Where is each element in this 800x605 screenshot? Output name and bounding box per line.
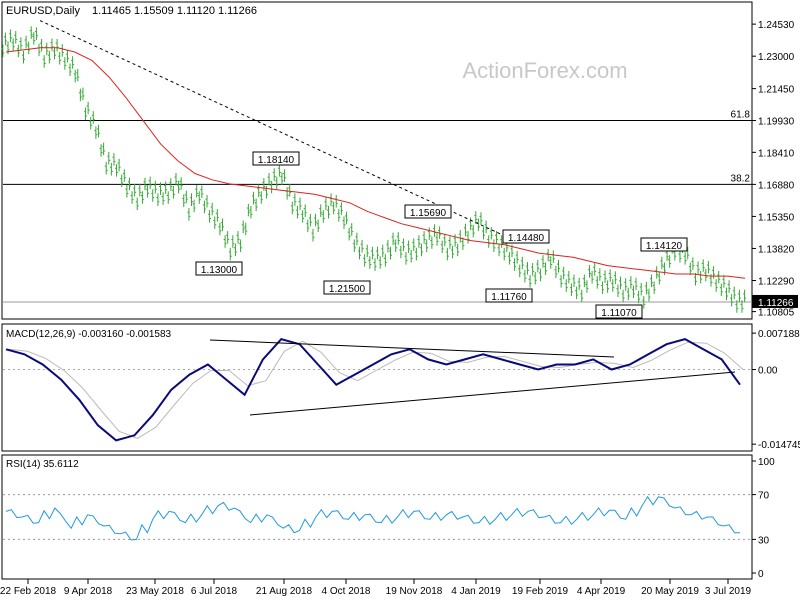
x-tick-label: 19 Feb 2019 bbox=[512, 586, 569, 597]
price-tick-label: 1.24530 bbox=[758, 20, 795, 31]
price-tick-label: 1.13820 bbox=[758, 244, 795, 255]
annotation-label: 1.14480 bbox=[508, 233, 545, 244]
rsi-tick-label: 0 bbox=[758, 569, 764, 580]
price-tick-label: 1.19930 bbox=[758, 116, 795, 127]
annotation-label: 1.13000 bbox=[201, 265, 238, 276]
annotation-box bbox=[595, 304, 643, 319]
x-tick-label: 23 May 2018 bbox=[126, 586, 184, 597]
x-tick-label: 6 Jul 2018 bbox=[191, 586, 238, 597]
macd-line bbox=[5, 337, 741, 442]
x-tick-label: 9 Apr 2018 bbox=[64, 586, 113, 597]
macd-panel-frame bbox=[1, 323, 753, 452]
macd-signal-line bbox=[8, 340, 744, 439]
price-tick-label: 1.18410 bbox=[758, 148, 795, 159]
axis-layer: 1.24530 1.23000 1.21450 1.19930 1.18410 1.168… bbox=[0, 20, 800, 597]
macd-layer bbox=[3, 337, 752, 442]
macd-title: MACD(12,26,9) -0.003160 -0.001583 bbox=[6, 329, 172, 340]
macd-tick-label: 0.007188 bbox=[758, 329, 800, 340]
annotation-box bbox=[640, 237, 688, 252]
x-tick-label: 3 Jul 2019 bbox=[705, 586, 752, 597]
annotation-label: 1.18140 bbox=[258, 155, 295, 166]
price-panel-frame bbox=[1, 1, 753, 320]
x-tick-label: 4 Jan 2019 bbox=[451, 586, 501, 597]
ma-line bbox=[5, 47, 746, 279]
annotation-label: 1.21500 bbox=[329, 284, 366, 295]
rsi-panel-frame bbox=[1, 454, 753, 580]
macd-tick-label: 0.00 bbox=[758, 366, 778, 377]
current-price-box bbox=[752, 294, 798, 308]
fib-label: 61.8 bbox=[731, 109, 751, 120]
annotation-box bbox=[323, 280, 371, 295]
macd-lower-trendline bbox=[249, 371, 736, 416]
fib-label: 38.2 bbox=[731, 173, 751, 184]
annotation-box bbox=[195, 261, 243, 276]
x-tick-label: 4 Oct 2018 bbox=[322, 586, 371, 597]
current-price-label: 1.11266 bbox=[758, 298, 794, 309]
price-tick-label: 1.12290 bbox=[758, 277, 795, 288]
rsi-tick-label: 100 bbox=[758, 457, 775, 468]
annotation-box bbox=[252, 151, 300, 166]
rsi-line bbox=[5, 495, 740, 541]
annotation-label: 1.11070 bbox=[601, 308, 637, 319]
x-tick-label: 21 Aug 2018 bbox=[256, 586, 313, 597]
annotation-label: 1.14120 bbox=[646, 241, 683, 252]
symbol-label: EURUSD,Daily bbox=[6, 5, 80, 17]
price-layer: 61.8 38.2 1.18140 1.13000 1.21500 1.15690 1.14… bbox=[1, 20, 752, 319]
price-tick-label: 1.23000 bbox=[758, 52, 795, 63]
rsi-layer bbox=[3, 494, 752, 541]
x-tick-label: 20 May 2019 bbox=[641, 586, 699, 597]
x-tick-label: 22 Feb 2018 bbox=[0, 586, 57, 597]
x-tick-label: 19 Nov 2018 bbox=[386, 586, 443, 597]
rsi-title: RSI(14) 35.6112 bbox=[6, 459, 79, 470]
x-tick-label: 4 Apr 2019 bbox=[577, 586, 626, 597]
annotation-box bbox=[485, 288, 533, 303]
macd-upper-trendline bbox=[209, 339, 615, 358]
annotation-box bbox=[502, 229, 550, 244]
ohlc-label: 1.11465 1.15509 1.11120 1.11266 bbox=[92, 5, 257, 17]
rsi-tick-label: 30 bbox=[758, 535, 770, 546]
annotation-box bbox=[404, 204, 452, 219]
price-trendline bbox=[39, 20, 511, 239]
annotation-label: 1.15690 bbox=[410, 208, 447, 219]
rsi-tick-label: 70 bbox=[758, 491, 770, 502]
price-tick-label: 1.21450 bbox=[758, 85, 795, 96]
watermark: ActionForex.com bbox=[462, 58, 627, 83]
price-tick-label: 1.10805 bbox=[758, 308, 795, 319]
annotation-label: 1.11760 bbox=[491, 292, 527, 303]
price-tick-label: 1.15350 bbox=[758, 212, 795, 223]
price-tick-label: 1.16880 bbox=[758, 180, 795, 191]
macd-tick-label: -0.014745 bbox=[758, 440, 800, 451]
